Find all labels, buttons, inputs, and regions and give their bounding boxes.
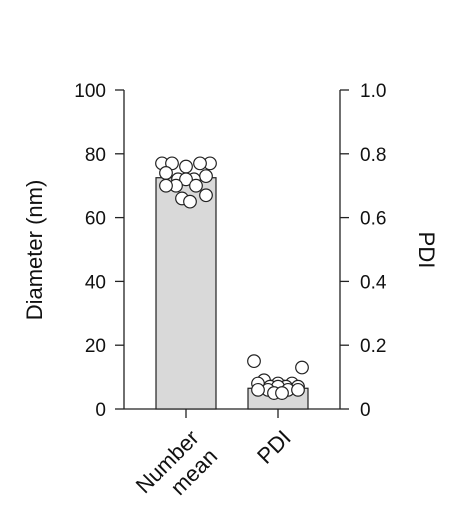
y-tick-label-left: 20: [85, 336, 106, 357]
data-point: [291, 382, 305, 397]
axes: [115, 89, 349, 418]
y-tick-label-left: 40: [85, 272, 106, 293]
y-tick-label-left: 100: [74, 81, 106, 102]
x-tick-label: PDI: [252, 425, 296, 469]
data-point: [199, 188, 213, 203]
y-tick-label-right: 0.2: [360, 336, 386, 357]
data-point: [179, 159, 193, 174]
y-tick-label-right: 0: [360, 400, 371, 421]
y-tick-label-left: 80: [85, 145, 106, 166]
y-axis-title-right: PDI: [414, 232, 439, 269]
data-point: [179, 172, 193, 187]
data-point: [159, 166, 173, 180]
data-point: [247, 354, 261, 369]
y-tick-label-right: 0.4: [360, 272, 387, 293]
data-point: [183, 194, 197, 209]
y-tick-label-left: 0: [95, 400, 106, 421]
data-point: [295, 360, 309, 375]
y-tick-label-right: 0.8: [360, 145, 386, 166]
x-tick-label-line: PDI: [252, 425, 296, 469]
labels: Diameter (nm) PDI 0 20 40 60 80 100 0 0.2 0.4 0.6…: [22, 81, 439, 500]
data-points: [155, 156, 309, 400]
y-tick-label-right: 0.6: [360, 209, 386, 230]
y-tick-label-left: 60: [85, 209, 106, 230]
y-axis-title-left: Diameter (nm): [22, 180, 47, 321]
bar: [155, 177, 217, 410]
data-point: [159, 178, 173, 193]
data-point: [193, 156, 207, 171]
data-point: [275, 386, 289, 400]
data-point: [251, 382, 265, 397]
y-tick-label-right: 1.0: [360, 81, 386, 102]
data-point: [199, 169, 213, 184]
bars: [155, 177, 309, 410]
data-point: [189, 178, 203, 193]
